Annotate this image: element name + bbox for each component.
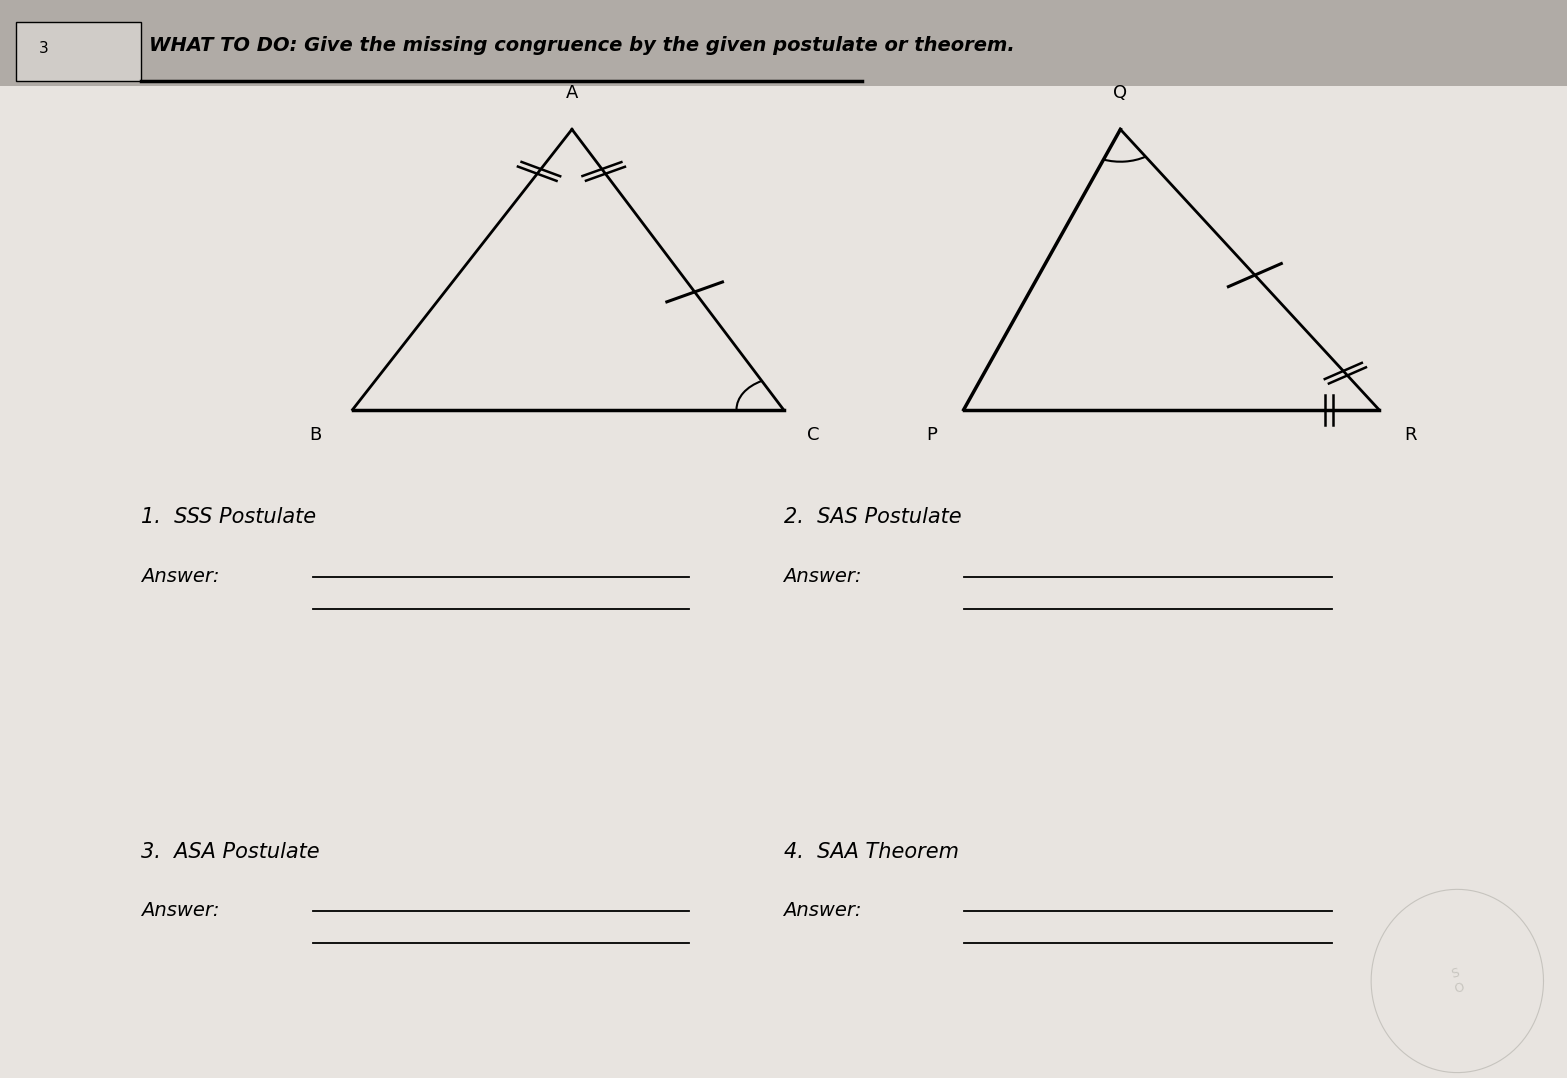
Text: P: P (926, 426, 937, 444)
Text: B: B (309, 426, 321, 444)
Text: S
O: S O (1449, 966, 1465, 996)
FancyBboxPatch shape (16, 22, 141, 81)
Text: Answer:: Answer: (784, 567, 862, 586)
Text: 3.  ASA Postulate: 3. ASA Postulate (141, 842, 320, 861)
Text: Answer:: Answer: (784, 901, 862, 921)
Text: A: A (566, 84, 578, 102)
FancyBboxPatch shape (0, 0, 1567, 86)
Text: Answer:: Answer: (141, 567, 219, 586)
Text: C: C (807, 426, 820, 444)
Text: Q: Q (1113, 84, 1128, 102)
Text: 2.  SAS Postulate: 2. SAS Postulate (784, 508, 961, 527)
Text: 1.  SSS Postulate: 1. SSS Postulate (141, 508, 317, 527)
Text: Answer:: Answer: (141, 901, 219, 921)
Text: 4.  SAA Theorem: 4. SAA Theorem (784, 842, 959, 861)
Text: R: R (1404, 426, 1417, 444)
Text: 3: 3 (39, 41, 49, 56)
Text: WHAT TO DO: Give the missing congruence by the given postulate or theorem.: WHAT TO DO: Give the missing congruence … (149, 36, 1014, 55)
